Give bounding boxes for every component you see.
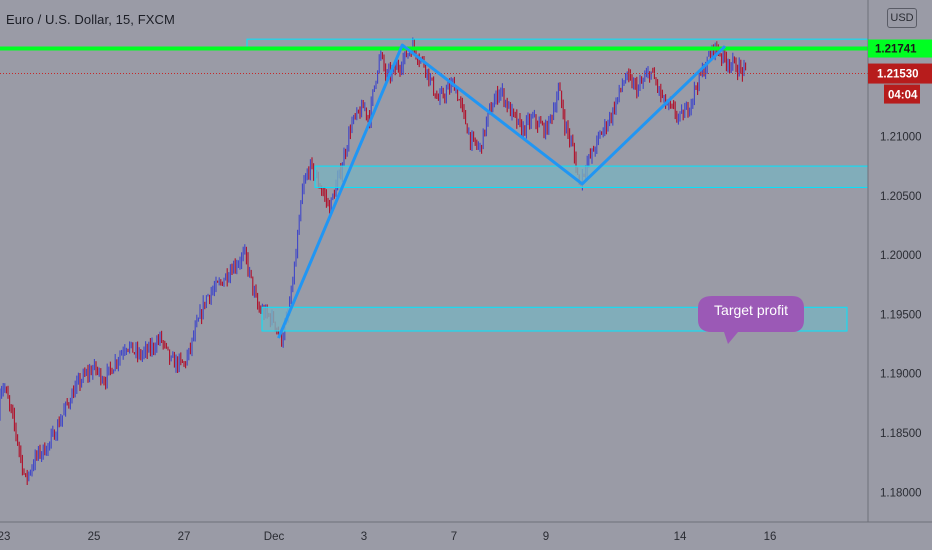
y-tick-label: 1.18500 [880, 428, 922, 440]
y-tick-label: 1.19500 [880, 309, 922, 321]
x-tick-label: 7 [451, 531, 457, 543]
double-top-pattern-line[interactable] [277, 43, 727, 339]
currency-button[interactable]: USD [887, 8, 917, 28]
x-tick-label: 25 [88, 531, 101, 543]
countdown-tag [884, 84, 920, 104]
current-price-label: 1.21530 [877, 69, 919, 81]
target-profit-callout[interactable] [698, 296, 804, 344]
x-tick-label: 3 [361, 531, 367, 543]
y-tick-label: 1.19000 [880, 369, 922, 381]
x-tick-label: 14 [674, 531, 687, 543]
bar-countdown-label: 04:04 [888, 90, 918, 102]
resistance-price-tag [868, 39, 932, 58]
resistance-zone[interactable] [246, 38, 869, 48]
x-tick-label: Dec [264, 531, 285, 543]
current-price-tag [868, 63, 932, 84]
x-tick-label: 23 [0, 531, 10, 543]
y-tick-label: 1.18000 [880, 487, 922, 499]
x-tick-label: 16 [764, 531, 777, 543]
target-profit-label: Target profit [714, 302, 788, 318]
x-tick-label: 9 [543, 531, 549, 543]
y-tick-label: 1.20500 [880, 191, 922, 203]
x-tick-label: 27 [178, 531, 191, 543]
chart-title: Euro / U.S. Dollar, 15, FXCM [6, 12, 175, 27]
resistance-price-label: 1.21741 [875, 44, 917, 56]
y-tick-label: 1.20000 [880, 250, 922, 262]
y-tick-label: 1.21000 [880, 131, 922, 143]
